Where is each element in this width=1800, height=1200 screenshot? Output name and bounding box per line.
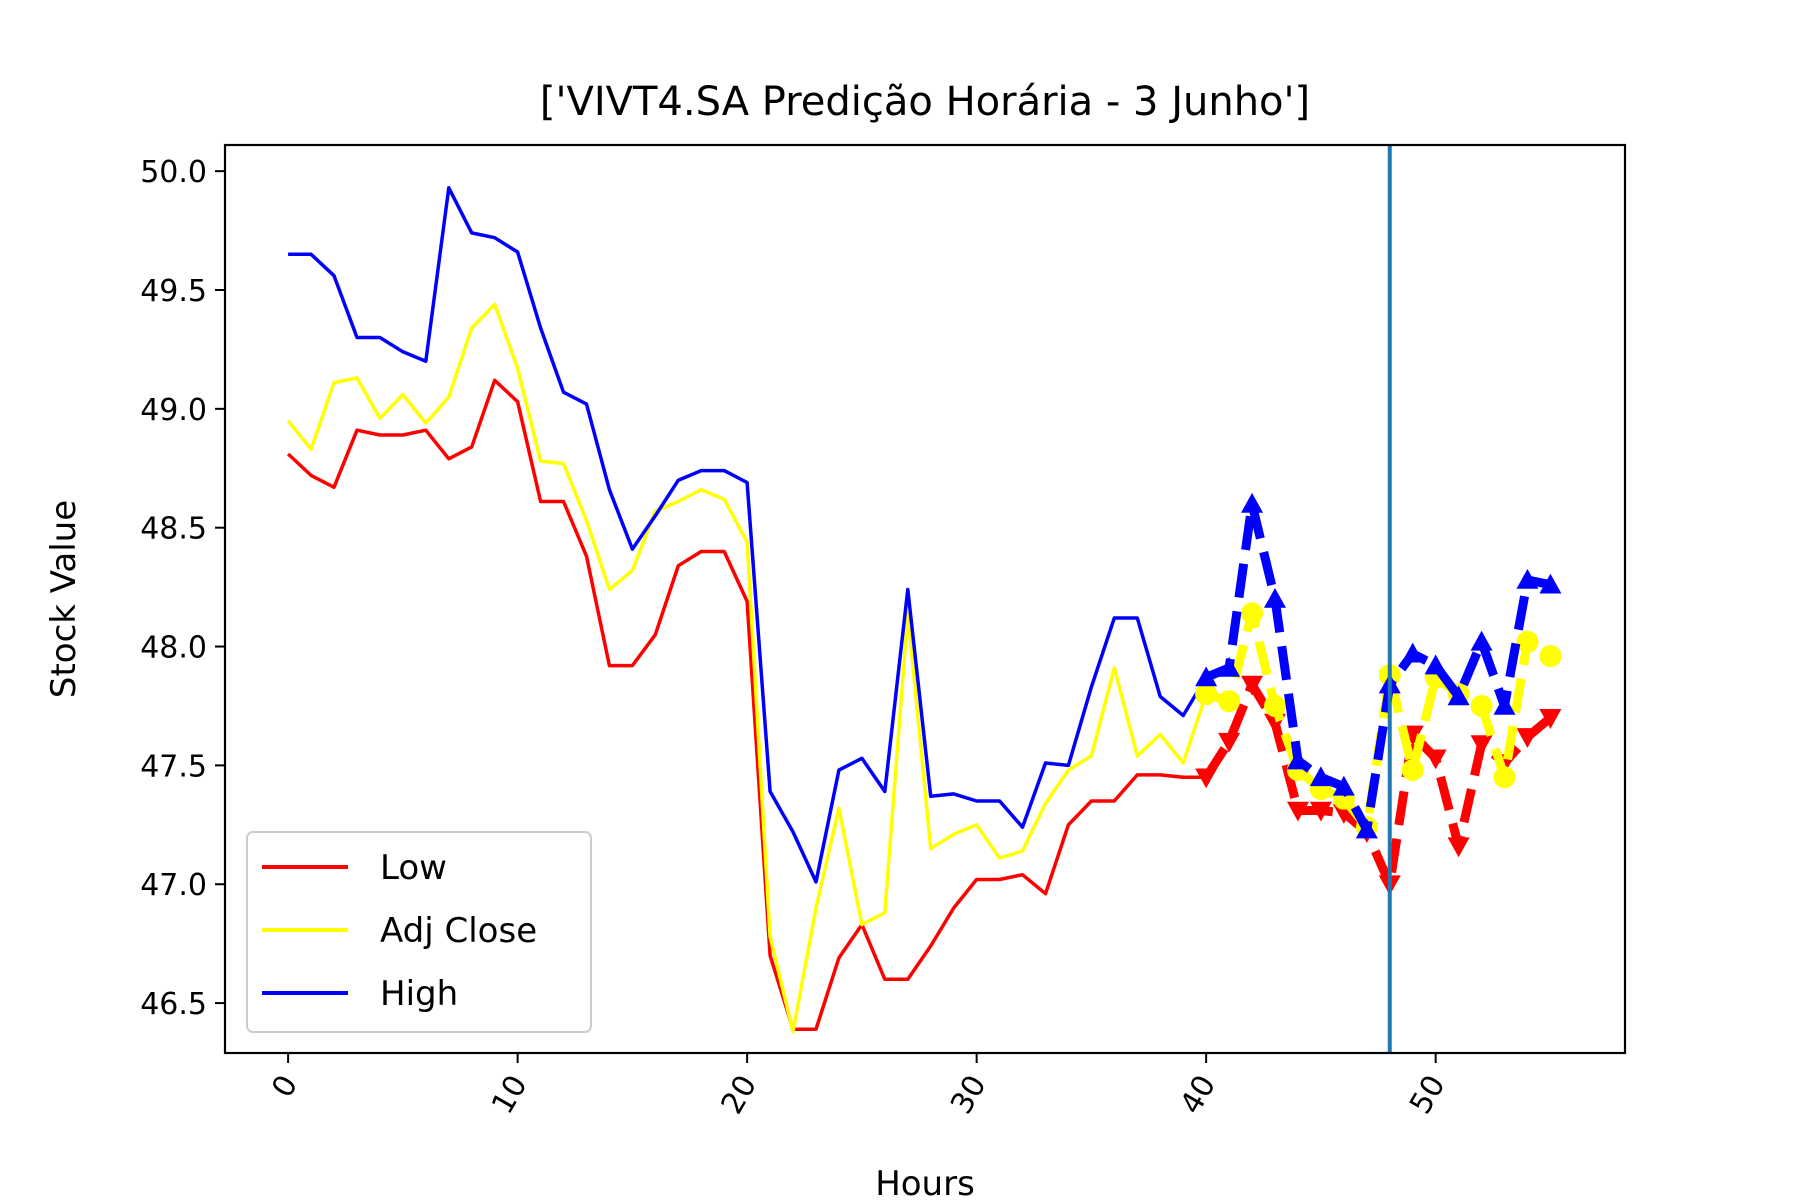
prediction-marker-low	[1195, 768, 1218, 789]
prediction-marker-high	[1493, 694, 1516, 715]
prediction-marker-high	[1516, 568, 1539, 589]
prediction-marker-high	[1447, 685, 1470, 706]
y-tick-label: 50.0	[140, 155, 207, 190]
y-tick-label: 49.5	[140, 274, 207, 309]
prediction-marker-high	[1264, 588, 1286, 608]
prediction-marker-high	[1470, 630, 1493, 651]
chart-title: ['VIVT4.SA Predição Horária - 3 Junho']	[540, 79, 1310, 125]
legend-box	[246, 831, 592, 1033]
prediction-marker-low	[1516, 728, 1539, 748]
prediction-marker-adj-close	[1264, 694, 1286, 717]
prediction-layer	[1195, 492, 1562, 896]
series-layer	[286, 186, 1208, 1034]
prediction-marker-high	[1401, 642, 1424, 663]
prediction-marker-low	[1286, 801, 1309, 822]
prediction-marker-low	[1218, 732, 1241, 753]
prediction-marker-adj-close	[1516, 630, 1539, 653]
y-tick-label: 47.0	[140, 868, 207, 903]
prediction-marker-low	[1539, 709, 1562, 729]
plot-frame	[223, 143, 1627, 1055]
prediction-marker-high	[1355, 818, 1378, 839]
y-axis: 46.5 47.0 47.5 48.0 48.5 49.0 49.5 50.0	[140, 155, 225, 1022]
x-axis-title: Hours	[875, 1164, 975, 1200]
prediction-marker-low	[1470, 735, 1493, 755]
series-line-adj-close	[286, 302, 1208, 1034]
prediction-line-high	[1204, 499, 1552, 835]
legend-label-low: Low	[380, 848, 447, 888]
prediction-line-low	[1202, 680, 1554, 889]
series-line-high	[288, 186, 1208, 884]
prediction-marker-adj-close	[1401, 759, 1424, 782]
prediction-marker-high	[1539, 573, 1562, 594]
prediction-marker-low	[1241, 675, 1264, 696]
y-tick-label: 47.5	[140, 749, 207, 784]
legend-label-high: High	[380, 974, 458, 1014]
prediction-marker-high	[1332, 775, 1355, 796]
prediction-marker-high	[1241, 492, 1264, 513]
prediction-marker-adj-close	[1493, 766, 1516, 789]
prediction-marker-high	[1195, 666, 1218, 687]
prediction-marker-adj-close	[1241, 602, 1264, 625]
y-tick-label: 46.5	[140, 987, 207, 1022]
prediction-marker-adj-close	[1539, 645, 1562, 668]
prediction-marker-adj-close	[1195, 683, 1218, 706]
legend: Low Adj Close High	[246, 831, 592, 1033]
y-axis-title: Stock Value	[44, 500, 84, 698]
series-line-low	[286, 378, 1207, 1031]
prediction-marker-low	[1309, 801, 1332, 822]
prediction-marker-low	[1447, 837, 1470, 858]
prediction-marker-high	[1286, 749, 1309, 770]
y-tick-label: 48.0	[140, 631, 207, 666]
y-tick-label: 49.0	[140, 393, 207, 428]
prediction-marker-high	[1309, 766, 1332, 787]
prediction-marker-high	[1218, 656, 1241, 677]
prediction-marker-adj-close	[1470, 694, 1493, 717]
prediction-marker-low	[1424, 749, 1447, 770]
legend-label-adj-close: Adj Close	[380, 911, 537, 951]
y-tick-label: 48.5	[140, 512, 207, 547]
prediction-marker-high	[1424, 654, 1447, 675]
prediction-marker-adj-close	[1218, 690, 1241, 713]
